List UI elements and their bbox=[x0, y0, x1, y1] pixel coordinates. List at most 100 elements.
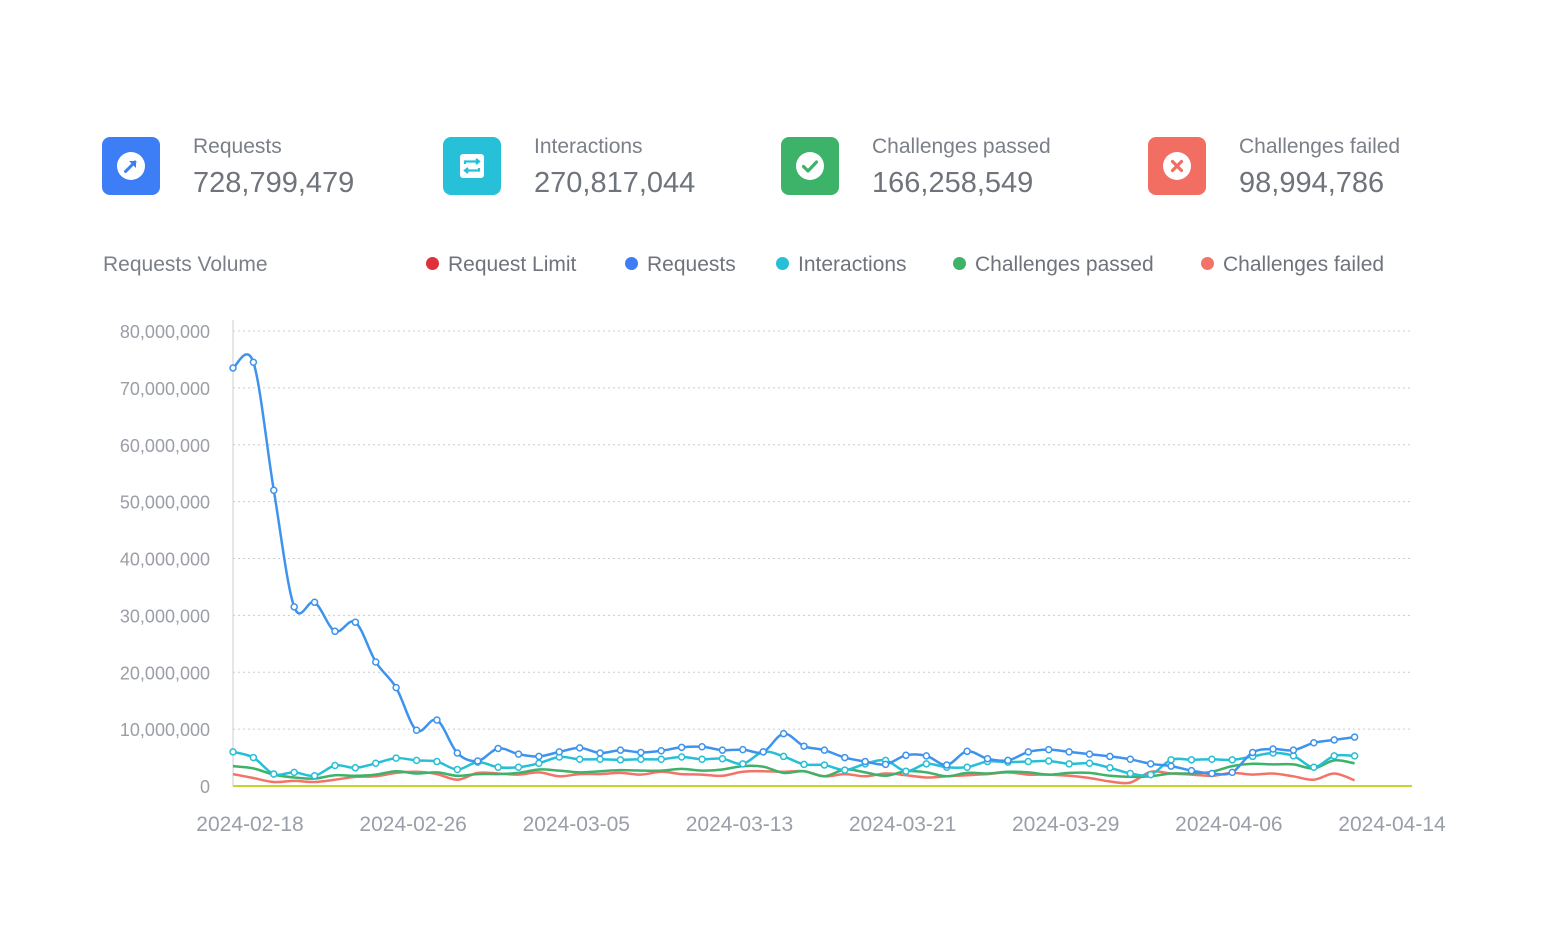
data-point-requests bbox=[943, 761, 951, 769]
data-point-interactions bbox=[270, 770, 278, 778]
data-point-requests bbox=[779, 729, 788, 738]
legend-label: Interactions bbox=[798, 253, 907, 276]
y-tick-label: 0 bbox=[200, 777, 210, 797]
x-tick-label: 2024-04-06 bbox=[1175, 813, 1282, 836]
data-point-requests bbox=[1350, 733, 1359, 741]
data-point-requests bbox=[739, 745, 747, 754]
data-point-interactions bbox=[1330, 752, 1338, 760]
legend-item-interactions[interactable]: Interactions bbox=[776, 253, 907, 277]
check-icon bbox=[781, 137, 839, 195]
legend-item-challenges-passed[interactable]: Challenges passed bbox=[953, 253, 1154, 277]
data-point-requests bbox=[698, 743, 706, 751]
data-point-interactions bbox=[494, 763, 502, 771]
data-point-requests bbox=[433, 716, 441, 724]
data-point-requests bbox=[412, 726, 421, 735]
data-point-interactions bbox=[902, 767, 910, 775]
data-point-requests bbox=[473, 757, 482, 765]
x-tick-label: 2024-03-05 bbox=[523, 813, 630, 836]
data-point-requests bbox=[575, 744, 584, 752]
data-point-requests bbox=[453, 749, 462, 757]
data-point-interactions bbox=[841, 766, 849, 774]
data-point-requests bbox=[1269, 745, 1277, 753]
data-point-interactions bbox=[392, 754, 400, 762]
legend-label: Requests bbox=[647, 253, 736, 276]
data-point-requests bbox=[535, 752, 543, 761]
data-point-interactions bbox=[800, 760, 808, 769]
data-point-requests bbox=[841, 753, 849, 762]
data-point-requests bbox=[820, 746, 829, 754]
close-icon bbox=[1148, 137, 1206, 195]
data-point-requests bbox=[290, 603, 298, 611]
legend-label: Challenges failed bbox=[1223, 253, 1385, 276]
data-point-interactions bbox=[657, 755, 665, 764]
data-point-requests bbox=[1228, 768, 1236, 777]
data-point-requests bbox=[1310, 739, 1318, 747]
data-point-requests bbox=[596, 749, 604, 757]
data-point-requests bbox=[1085, 750, 1094, 758]
data-point-interactions bbox=[1024, 757, 1033, 766]
x-tick-label: 2024-03-13 bbox=[686, 813, 793, 836]
data-point-requests bbox=[718, 746, 727, 754]
legend-dot bbox=[426, 257, 439, 270]
data-point-requests bbox=[555, 748, 564, 756]
data-point-requests bbox=[1126, 755, 1135, 764]
data-point-interactions bbox=[310, 772, 319, 780]
legend-dot bbox=[776, 257, 789, 270]
data-point-interactions bbox=[535, 759, 543, 767]
y-tick-label: 30,000,000 bbox=[120, 606, 210, 626]
data-point-interactions bbox=[637, 755, 645, 764]
data-point-requests bbox=[1167, 762, 1175, 770]
series-line-challenges-passed bbox=[232, 759, 1355, 780]
data-point-requests bbox=[1208, 769, 1216, 778]
stat-label: Challenges passed bbox=[872, 135, 1051, 158]
data-point-interactions bbox=[1310, 763, 1318, 771]
data-point-interactions bbox=[1187, 756, 1196, 764]
stat-value: 98,994,786 bbox=[1239, 167, 1385, 199]
x-tick-label: 2024-03-21 bbox=[849, 813, 956, 836]
data-point-requests bbox=[1146, 760, 1155, 768]
x-tick-label: 2024-02-26 bbox=[359, 813, 466, 836]
data-point-requests bbox=[249, 358, 258, 367]
x-tick-label: 2024-02-18 bbox=[196, 813, 303, 836]
data-point-requests bbox=[1248, 748, 1257, 757]
data-point-requests bbox=[657, 746, 665, 755]
data-point-interactions bbox=[616, 756, 625, 764]
data-point-interactions bbox=[453, 765, 462, 774]
data-point-interactions bbox=[677, 753, 686, 761]
x-tick-label: 2024-04-14 bbox=[1338, 813, 1446, 836]
legend-dot bbox=[953, 257, 966, 270]
data-point-requests bbox=[616, 746, 625, 754]
data-point-interactions bbox=[779, 752, 788, 761]
data-point-requests bbox=[494, 744, 502, 753]
data-point-interactions bbox=[331, 761, 339, 770]
series-line-requests bbox=[232, 353, 1355, 776]
data-point-requests bbox=[331, 627, 339, 636]
data-point-interactions bbox=[249, 753, 258, 762]
legend-dot bbox=[625, 257, 638, 270]
data-point-requests bbox=[1289, 746, 1298, 754]
data-point-interactions bbox=[412, 756, 421, 765]
data-point-interactions bbox=[1065, 760, 1073, 768]
y-tick-label: 60,000,000 bbox=[120, 436, 210, 456]
data-point-interactions bbox=[922, 760, 931, 768]
data-point-interactions bbox=[1106, 764, 1114, 772]
legend-item-request-limit[interactable]: Request Limit bbox=[426, 253, 576, 277]
data-point-interactions bbox=[718, 754, 727, 763]
data-point-requests bbox=[310, 598, 319, 607]
data-point-requests bbox=[677, 743, 686, 752]
legend-item-requests[interactable]: Requests bbox=[625, 253, 736, 277]
data-point-requests bbox=[392, 683, 400, 692]
data-point-interactions bbox=[739, 760, 747, 768]
data-point-interactions bbox=[596, 755, 604, 764]
data-point-requests bbox=[983, 754, 992, 763]
legend-item-challenges-failed[interactable]: Challenges failed bbox=[1201, 253, 1384, 277]
chart-title: Requests Volume bbox=[103, 253, 268, 276]
y-tick-label: 40,000,000 bbox=[120, 550, 210, 570]
stat-value: 166,258,549 bbox=[872, 167, 1034, 199]
data-point-requests bbox=[800, 742, 808, 750]
chart-legend: Request Limit Requests Interactions Chal… bbox=[0, 253, 1544, 283]
data-point-requests bbox=[1106, 752, 1114, 761]
data-point-interactions bbox=[514, 763, 523, 771]
data-point-requests bbox=[514, 750, 523, 758]
